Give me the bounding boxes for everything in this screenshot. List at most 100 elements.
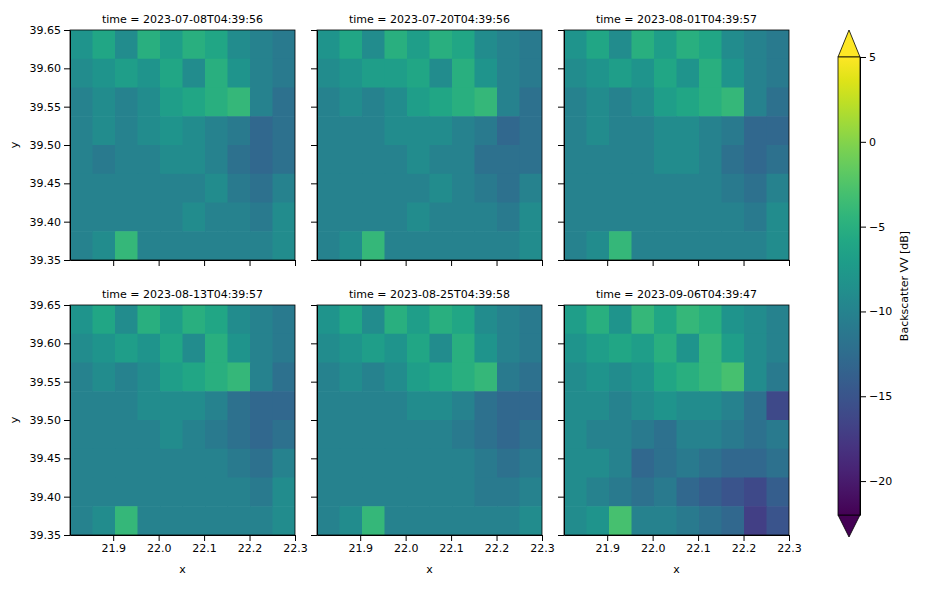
cell bbox=[497, 478, 520, 507]
cell bbox=[138, 449, 161, 478]
cell bbox=[160, 231, 183, 260]
cell bbox=[317, 88, 340, 117]
tick-mark bbox=[860, 227, 866, 228]
cell bbox=[228, 174, 251, 203]
cell bbox=[138, 305, 161, 334]
cell bbox=[767, 174, 790, 203]
cell bbox=[430, 203, 453, 232]
cell bbox=[205, 59, 228, 88]
cell bbox=[93, 391, 116, 420]
cell bbox=[250, 305, 273, 334]
cell bbox=[183, 334, 206, 363]
cell bbox=[183, 174, 206, 203]
tick-mark bbox=[558, 382, 564, 383]
cell bbox=[205, 174, 228, 203]
axis: 39.3539.4039.4539.5039.5539.6039.65 bbox=[30, 299, 71, 542]
cell bbox=[115, 305, 138, 334]
cell bbox=[205, 145, 228, 174]
cell bbox=[632, 334, 655, 363]
tick-mark bbox=[159, 535, 160, 541]
axis: 39.3539.4039.4539.5039.5539.6039.65 bbox=[30, 24, 71, 267]
cell bbox=[362, 420, 385, 449]
cell bbox=[385, 145, 408, 174]
cell bbox=[587, 203, 610, 232]
tick-label: 22.1 bbox=[192, 542, 217, 555]
tick: 22.2 bbox=[485, 535, 510, 555]
cell bbox=[205, 449, 228, 478]
cell bbox=[70, 116, 93, 145]
tick bbox=[653, 260, 654, 266]
cell bbox=[250, 420, 273, 449]
cell bbox=[767, 145, 790, 174]
cell bbox=[722, 391, 745, 420]
cell bbox=[654, 391, 677, 420]
tick-mark bbox=[558, 145, 564, 146]
cell bbox=[273, 506, 296, 535]
panel-title: time = 2023-07-20T04:39:56 bbox=[349, 13, 510, 26]
cell bbox=[475, 449, 498, 478]
cell bbox=[205, 506, 228, 535]
cell bbox=[70, 420, 93, 449]
cell bbox=[677, 334, 700, 363]
cell bbox=[744, 203, 767, 232]
cell bbox=[722, 88, 745, 117]
panel: 21.922.022.122.222.339.3539.4039.4539.50… bbox=[8, 288, 308, 576]
cell bbox=[497, 305, 520, 334]
cell bbox=[362, 116, 385, 145]
cell bbox=[93, 506, 116, 535]
cell bbox=[115, 449, 138, 478]
tick: 39.60 bbox=[30, 62, 71, 75]
cell bbox=[273, 449, 296, 478]
colorbar: 50−5−10−15−20Backscatter VV [dB] bbox=[838, 30, 911, 537]
tick: 21.9 bbox=[348, 535, 373, 555]
cell bbox=[609, 449, 632, 478]
tick-mark bbox=[497, 260, 498, 266]
cell bbox=[160, 420, 183, 449]
tick bbox=[558, 183, 564, 184]
cell bbox=[564, 305, 587, 334]
cell bbox=[452, 449, 475, 478]
cells bbox=[564, 305, 789, 535]
cell bbox=[115, 30, 138, 59]
cell bbox=[497, 116, 520, 145]
cell bbox=[452, 478, 475, 507]
cell bbox=[497, 391, 520, 420]
cell bbox=[699, 88, 722, 117]
cell bbox=[205, 478, 228, 507]
cell bbox=[767, 116, 790, 145]
tick-mark bbox=[653, 535, 654, 541]
cell bbox=[654, 203, 677, 232]
tick-mark bbox=[64, 30, 70, 31]
tick-mark bbox=[744, 260, 745, 266]
cell bbox=[767, 88, 790, 117]
cell bbox=[767, 420, 790, 449]
cell bbox=[362, 478, 385, 507]
tick bbox=[558, 145, 564, 146]
tick-label: 22.0 bbox=[641, 542, 666, 555]
cell bbox=[138, 334, 161, 363]
tick-label: 39.35 bbox=[30, 529, 62, 542]
cell bbox=[452, 363, 475, 392]
cell bbox=[564, 231, 587, 260]
cell bbox=[138, 30, 161, 59]
cell bbox=[609, 305, 632, 334]
cell bbox=[273, 478, 296, 507]
cell bbox=[767, 59, 790, 88]
cell bbox=[250, 334, 273, 363]
cell bbox=[587, 334, 610, 363]
cell bbox=[183, 30, 206, 59]
axis-line bbox=[565, 260, 790, 261]
cell bbox=[407, 478, 430, 507]
cell bbox=[340, 305, 363, 334]
cell bbox=[70, 506, 93, 535]
cell bbox=[430, 174, 453, 203]
cell bbox=[273, 30, 296, 59]
cell bbox=[362, 88, 385, 117]
tick: −15 bbox=[860, 390, 892, 403]
cell bbox=[340, 334, 363, 363]
cell bbox=[160, 506, 183, 535]
tick-mark bbox=[159, 260, 160, 266]
tick bbox=[698, 260, 699, 266]
tick-mark bbox=[558, 30, 564, 31]
cell bbox=[587, 116, 610, 145]
